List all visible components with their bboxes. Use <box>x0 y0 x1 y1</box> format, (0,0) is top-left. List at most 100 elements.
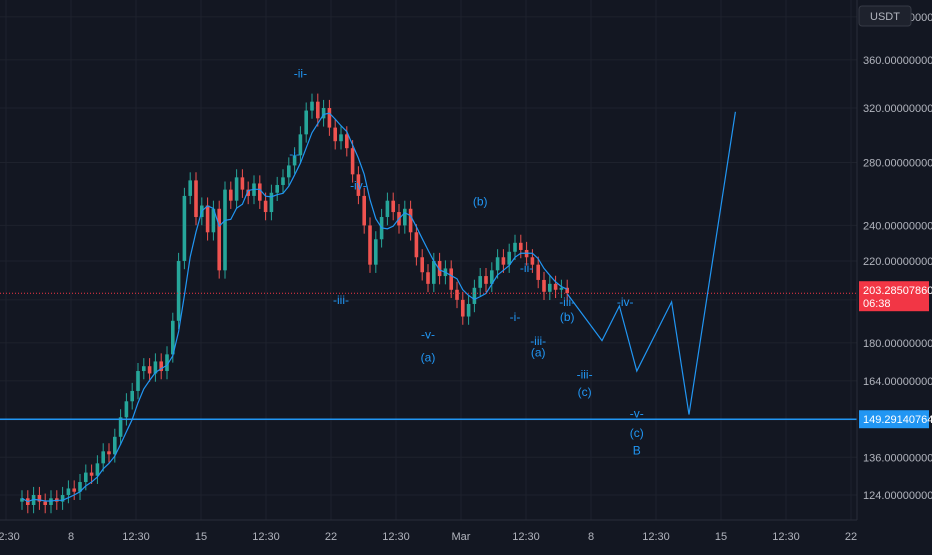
candle-body <box>559 287 564 290</box>
candle-body <box>350 148 355 175</box>
time-tick-label: 22 <box>325 531 337 543</box>
time-tick-label: 12:30 <box>0 531 20 543</box>
candle-body <box>124 401 129 418</box>
candle-body <box>385 200 390 218</box>
candle-body <box>466 303 471 317</box>
candle-body <box>223 189 227 271</box>
candle-body <box>258 183 262 201</box>
candle-body <box>229 189 233 201</box>
candle-body <box>66 488 71 495</box>
candle-body <box>437 260 442 277</box>
currency-button[interactable]: USDT <box>858 5 912 27</box>
candle-body <box>113 436 117 455</box>
wave-label: -v- <box>630 406 644 420</box>
candle-body <box>49 498 53 505</box>
candle-body <box>211 208 216 233</box>
time-tick-label: 12:30 <box>382 531 410 543</box>
candle-body <box>275 184 279 193</box>
candle-body <box>316 101 320 119</box>
wave-label: (c) <box>578 385 592 399</box>
candle-body <box>60 495 65 502</box>
currency-button-label: USDT <box>870 11 900 23</box>
candle-body <box>484 276 488 284</box>
wave-label: -i- <box>510 310 521 324</box>
candle-body <box>269 192 274 213</box>
wave-label: -i- <box>289 147 300 161</box>
price-axis[interactable]: 124.00000000 136.00000000 164.00000000 180.… <box>856 0 932 550</box>
candle-body <box>292 155 297 166</box>
time-tick-label: 12:30 <box>252 531 280 543</box>
candle-body <box>205 205 210 233</box>
candle-body <box>165 354 169 372</box>
time-tick-label: 8 <box>68 531 74 543</box>
candle-body <box>420 257 424 273</box>
time-axis-bg <box>0 520 857 550</box>
wave-labels: -ii--i--iv--iii--v-(a)(b)-ii--i--iii-(a)… <box>289 66 644 457</box>
moving-average-line <box>21 112 568 503</box>
candle-body <box>84 472 88 483</box>
candle-body <box>43 501 47 505</box>
candle-body <box>298 134 303 156</box>
candle-body <box>153 361 158 374</box>
wave-label: -iii- <box>577 367 593 381</box>
candle-body <box>101 451 105 464</box>
candle-body <box>339 134 343 142</box>
candle-body <box>461 299 465 317</box>
candle-body <box>182 195 187 261</box>
candle-body <box>333 127 337 142</box>
price-tick-label: 280.00000000 <box>863 158 932 170</box>
candle-body <box>553 283 558 290</box>
candle-body <box>565 287 569 294</box>
candle-body <box>414 232 419 258</box>
candle-body <box>455 289 459 300</box>
candle-body <box>188 180 192 196</box>
candle-body <box>403 208 407 226</box>
price-tick-label: 220.00000000 <box>863 256 932 268</box>
candle-body <box>194 180 198 218</box>
wave-projection <box>566 111 736 415</box>
projection-path <box>566 111 736 415</box>
wave-label: (b) <box>473 195 488 209</box>
candle-body <box>95 463 100 476</box>
time-tick-label: 15 <box>195 531 207 543</box>
candle-body <box>130 390 134 402</box>
candle-body <box>490 270 494 284</box>
candle-body <box>287 165 291 178</box>
time-tick-label: 8 <box>588 531 594 543</box>
price-badge-value: 203.28507860 <box>863 285 932 297</box>
wave-label: -iii- <box>530 334 546 348</box>
time-axis[interactable]: 12:30 8 12:30 15 12:30 22 12:30 Mar 12:30 8 12:30 1… <box>0 519 857 550</box>
wave-label: (a) <box>531 346 546 360</box>
candle-body <box>89 472 94 476</box>
candle-body <box>495 257 500 271</box>
candle-body <box>136 371 140 391</box>
wave-label: -ii- <box>520 261 533 275</box>
candle-body <box>391 200 395 213</box>
price-axis-bg <box>857 0 932 550</box>
candle-body <box>304 110 308 135</box>
candle-body <box>449 268 453 290</box>
candle-body <box>432 260 436 284</box>
price-tick-label: 180.00000000 <box>863 338 932 350</box>
candle-body <box>513 242 517 252</box>
candle-body <box>118 417 123 437</box>
candle-body <box>240 177 245 190</box>
candle-body <box>217 208 221 271</box>
support-badge-value: 149.29140764 <box>863 414 932 426</box>
candle-body <box>147 366 152 374</box>
time-tick-label: 22 <box>845 531 857 543</box>
wave-label: -iii- <box>333 293 349 307</box>
price-tick-label: 320.00000000 <box>863 103 932 115</box>
candle-body <box>368 225 372 265</box>
price-tick-label: 240.00000000 <box>863 220 932 232</box>
wave-label: B <box>633 443 641 457</box>
price-tick-label: 164.00000000 <box>863 376 932 388</box>
candle-body <box>281 177 285 185</box>
candle-body <box>107 451 111 455</box>
wave-label: -ii- <box>294 66 307 80</box>
candle-body <box>310 101 314 111</box>
candle-body <box>20 498 24 502</box>
price-tick-label: 136.00000000 <box>863 452 932 464</box>
